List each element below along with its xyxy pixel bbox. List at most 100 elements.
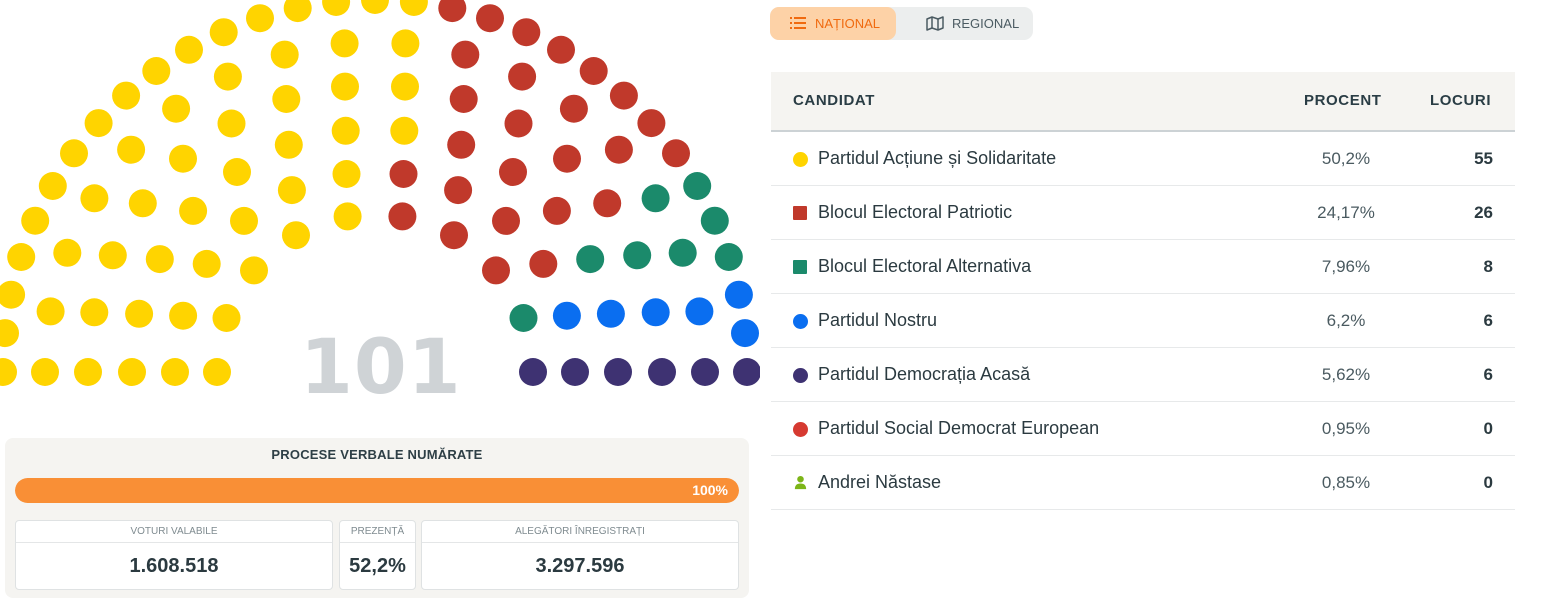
seat-dot [117,135,146,164]
party-square-icon [793,206,807,220]
candidate-percent: 0,95% [1321,419,1371,438]
parliament-hemicycle: 101 [0,0,760,420]
seat-dot [733,358,760,386]
candidate-seats: 55 [1474,149,1493,168]
counting-stats-panel: PROCESE VERBALE NUMĂRATE 100% VOTURI VAL… [5,438,749,598]
seat-dot [118,358,146,386]
seat-dot [391,72,419,101]
progress-bar: 100% [15,478,739,503]
seat-dot [552,301,581,330]
party-dot-icon [793,368,808,383]
registered-voters-box: ALEGĂTORI ÎNREGISTRAȚI 3.297.596 [421,520,739,590]
progress-label: 100% [692,482,728,498]
turnout-box: PREZENȚĂ 52,2% [339,520,416,590]
seat-dot [145,245,174,274]
seat-dot [282,221,310,250]
seat-dot [331,116,360,145]
seat-dot [240,256,268,285]
table-row[interactable]: Andrei Năstase 0,85% 0 [771,456,1515,510]
seat-dot [438,0,467,23]
seat-dot [508,62,537,91]
seat-dot [691,358,719,386]
party-dot-icon [793,422,808,437]
seat-dot [209,18,238,47]
seat-dot [683,172,712,200]
seat-dot [492,206,520,235]
seat-dot [38,172,67,200]
total-seats-number: 101 [300,322,462,411]
seat-dot [700,206,729,235]
seat-dot [596,299,625,328]
header-percent: PROCENT [1304,92,1382,109]
table-row[interactable]: Blocul Electoral Alternativa 7,96% 8 [771,240,1515,294]
party-dot-icon [793,152,808,167]
seat-dot [604,135,633,164]
table-row[interactable]: Blocul Electoral Patriotic 24,17% 26 [771,186,1515,240]
candidate-seats: 8 [1483,257,1493,276]
seat-dot [641,184,670,213]
seat-dot [529,249,558,278]
candidate-name: Partidul Social Democrat European [818,418,1100,438]
turnout-value: 52,2% [349,555,406,577]
tab-regional[interactable]: REGIONAL [904,7,1033,40]
seat-dot [0,358,17,386]
seat-dot [74,358,102,386]
candidate-percent: 24,17% [1317,203,1375,222]
header-candidate: CANDIDAT [793,92,876,109]
seat-dot [444,176,473,205]
party-square-icon [793,260,807,274]
seat-dot [331,72,359,101]
tab-national-label: NAȚIONAL [815,16,881,31]
seat-dot [272,85,301,113]
valid-votes-value: 1.608.518 [129,555,219,577]
stats-title: PROCESE VERBALE NUMĂRATE [271,447,483,462]
seat-dot [724,280,753,309]
candidate-percent: 5,62% [1321,365,1371,384]
seat-dot [579,57,608,85]
seat-dot [98,241,127,270]
candidate-percent: 6,2% [1326,311,1366,330]
seat-dot [519,358,547,386]
view-tabs: NAȚIONAL REGIONAL [770,7,1033,40]
candidate-seats: 26 [1474,203,1493,222]
seat-dot [112,81,141,110]
candidate-seats: 0 [1483,473,1493,492]
table-row[interactable]: Partidul Social Democrat European 0,95% 0 [771,402,1515,456]
candidate-name: Andrei Năstase [818,472,942,492]
seat-dot [447,130,476,159]
table-row[interactable]: Partidul Nostru 6,2% 6 [771,294,1515,348]
seat-dot [223,158,251,186]
list-icon [790,17,806,29]
seat-dot [80,298,109,327]
seat-dot [0,280,26,309]
seat-dot [623,241,652,270]
seat-dot [128,189,157,218]
seat-dot [451,40,480,69]
seat-dot [440,221,468,250]
candidate-percent: 50,2% [1321,149,1371,168]
candidate-name: Partidul Nostru [818,310,938,330]
table-row[interactable]: Partidul Acțiune și Solidaritate 50,2% 55 [771,132,1515,186]
seat-dot [714,243,743,271]
seat-dot [389,160,418,188]
seat-dot [449,85,478,113]
seat-dot [648,358,676,386]
seat-dot [504,109,533,138]
seat-dot [731,319,759,348]
registered-voters-value: 3.297.596 [535,555,625,577]
seat-dot [332,160,361,188]
results-table: CANDIDAT PROCENT LOCURI Partidul Acțiune… [771,72,1515,510]
seat-dot [399,0,428,16]
seat-dot [31,358,59,386]
seat-dot [84,109,113,138]
tab-national[interactable]: NAȚIONAL [770,7,896,40]
seat-dot [553,144,581,173]
seat-dot [169,144,197,173]
seat-dot [559,94,588,123]
seat-dot [542,196,571,225]
seat-dot [509,304,538,332]
seat-dot [217,109,246,138]
table-row[interactable]: Partidul Democrația Acasă 5,62% 6 [771,348,1515,402]
seat-dot [390,116,419,145]
seat-dot [604,358,632,386]
